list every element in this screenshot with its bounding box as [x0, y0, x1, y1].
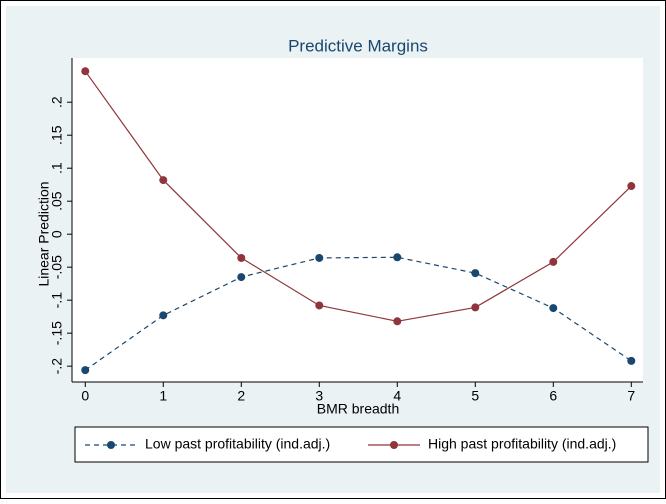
x-tick-label: 2	[237, 388, 245, 404]
point	[549, 257, 558, 266]
point	[471, 269, 480, 278]
y-tick-label: .15	[49, 125, 65, 145]
y-axis-label: Linear Prediction	[36, 181, 52, 286]
legend-label: Low past profitability (ind.adj.)	[145, 436, 330, 452]
y-tick-label: .1	[49, 162, 65, 174]
point	[627, 182, 636, 191]
y-tick-label: .2	[49, 96, 65, 108]
legend	[74, 426, 649, 463]
x-tick-label: 5	[471, 388, 479, 404]
legend-marker	[107, 441, 115, 449]
y-tick-label: -.15	[49, 321, 65, 345]
point	[159, 311, 168, 320]
x-axis-label: BMR breadth	[317, 401, 399, 417]
point	[471, 303, 480, 312]
x-tick-label: 6	[549, 388, 557, 404]
legend-marker	[390, 441, 398, 449]
point	[549, 304, 558, 313]
point	[81, 366, 90, 375]
chart-title: Predictive Margins	[288, 36, 428, 55]
legend-label: High past profitability (ind.adj.)	[428, 436, 616, 452]
y-tick-label: 0	[49, 230, 65, 238]
x-tick-label: 7	[627, 388, 635, 404]
x-tick-label: 3	[315, 388, 323, 404]
y-tick-label: -.2	[49, 358, 65, 375]
plot-area	[72, 58, 643, 382]
point	[315, 253, 324, 262]
x-tick-label: 0	[81, 388, 89, 404]
y-tick-label: -.1	[49, 292, 65, 309]
point	[237, 273, 246, 282]
x-tick-label: 1	[159, 388, 167, 404]
point	[393, 317, 402, 326]
series-line	[84, 256, 632, 371]
y-tick-label: -.05	[49, 255, 65, 279]
point	[627, 356, 636, 365]
x-tick-label: 4	[393, 388, 401, 404]
point	[237, 253, 246, 262]
point	[81, 67, 90, 76]
point	[315, 301, 324, 310]
point	[159, 176, 168, 185]
y-tick-label: .05	[49, 191, 65, 211]
point	[393, 253, 402, 262]
series-line	[84, 70, 632, 322]
